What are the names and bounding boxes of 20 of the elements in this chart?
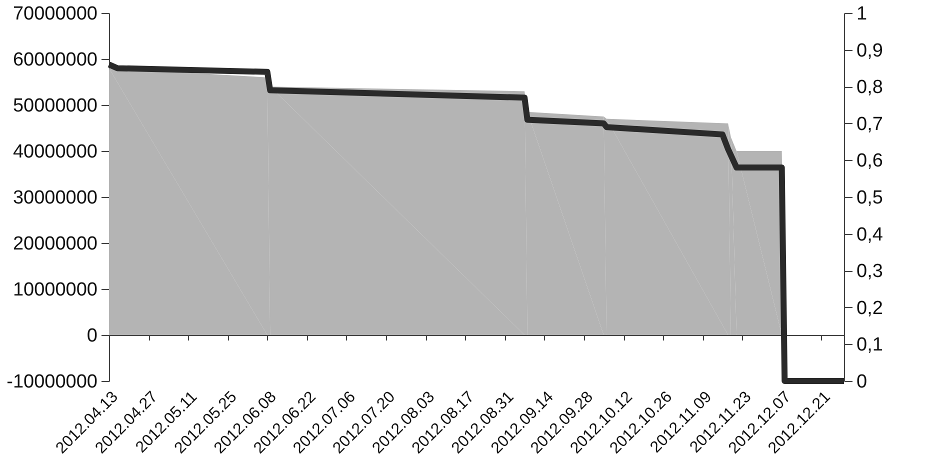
y2-tick-label: 1 [856, 4, 868, 24]
y2-tick-label: 0,4 [856, 224, 884, 246]
y2-tick-label: 0 [856, 372, 868, 392]
y-tick-label: 40000000 [12, 142, 98, 162]
y2-tick-label: 0,6 [856, 150, 883, 172]
y-tick-label: -10000000 [6, 372, 98, 392]
y-tick-label: 50000000 [12, 96, 98, 116]
y2-tick-label: 0,9 [856, 40, 883, 62]
y2-tick-label: 0,5 [856, 188, 883, 208]
y2-tick-label: 0,7 [856, 114, 883, 135]
y-tick-label: 20000000 [12, 234, 98, 254]
y2-tick-label: 0,1 [856, 334, 883, 356]
y-tick-label: 60000000 [12, 50, 98, 70]
y2-tick-label: 0,3 [856, 261, 883, 282]
y-tick-label: 10000000 [12, 280, 98, 300]
y-tick-label: 70000000 [12, 4, 98, 24]
y2-tick-label: 0,8 [856, 77, 883, 98]
y-tick-label: 0 [86, 326, 98, 346]
y2-tick-label: 0,2 [856, 298, 883, 319]
y-tick-label: 30000000 [12, 188, 98, 208]
